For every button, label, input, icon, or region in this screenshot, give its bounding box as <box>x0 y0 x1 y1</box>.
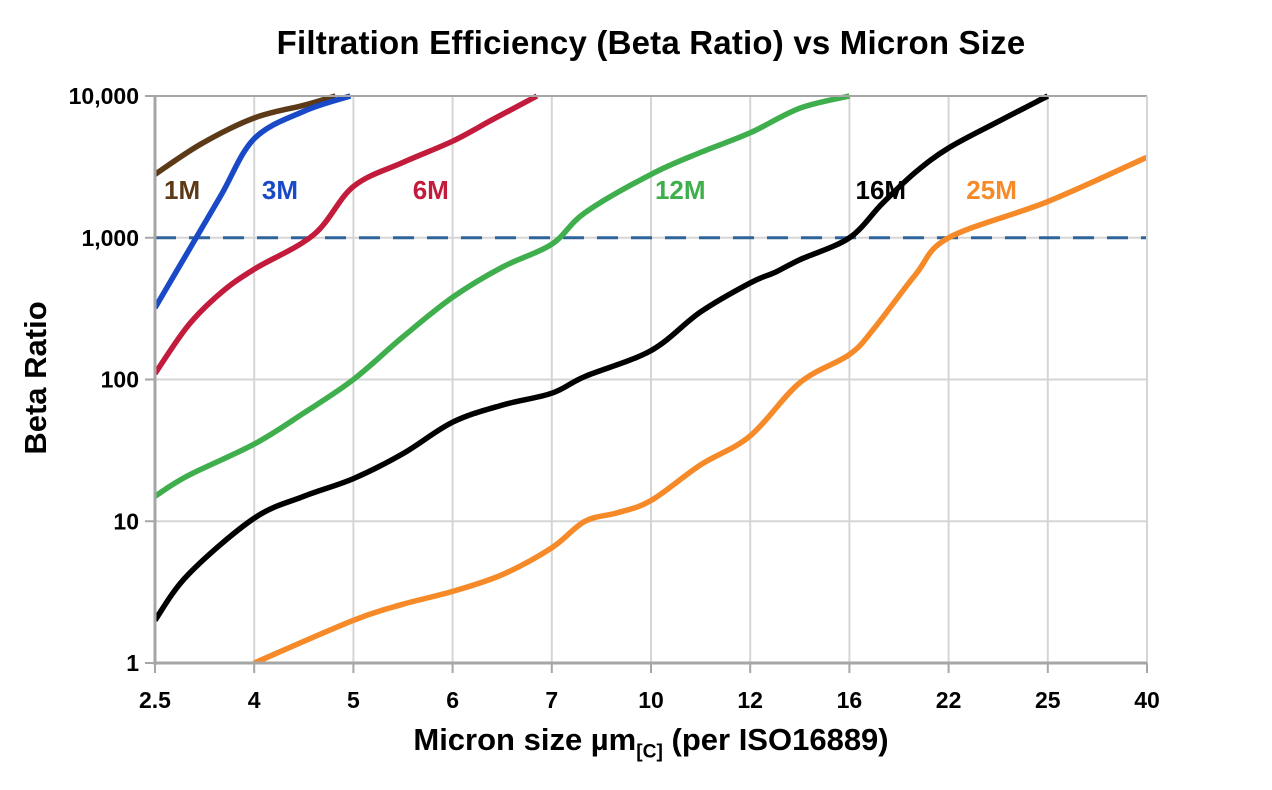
x-tick-label-25: 25 <box>1035 687 1061 713</box>
chart-title: Filtration Efficiency (Beta Ratio) vs Mi… <box>276 24 1026 61</box>
x-tick-label-40: 40 <box>1134 687 1160 713</box>
series-label-16M: 16M <box>856 175 907 205</box>
x-tick-label-22: 22 <box>936 687 962 713</box>
x-axis-title: Micron size µm[C] (per ISO16889) <box>155 722 1147 764</box>
x-tick-label-10: 10 <box>638 687 664 713</box>
series-label-3M: 3M <box>262 175 298 205</box>
x-axis-title-subscript: [C] <box>636 741 663 763</box>
x-tick-label-16: 16 <box>837 687 863 713</box>
series-curve-3M <box>155 93 352 310</box>
series-curve-16M <box>155 93 1050 622</box>
series-curve-12M <box>155 93 851 499</box>
x-tick-label-7: 7 <box>545 687 558 713</box>
x-tick-label-12: 12 <box>737 687 763 713</box>
x-axis-title-text: Micron size µm <box>413 722 637 757</box>
series-curve-25M <box>253 154 1147 663</box>
y-tick-label-100: 100 <box>101 367 139 393</box>
series-curve-6M <box>155 93 539 376</box>
y-tick-label-1: 1 <box>126 650 139 676</box>
y-tick-label-1000: 1,000 <box>81 225 139 251</box>
series-label-25M: 25M <box>966 175 1017 205</box>
y-tick-label-10: 10 <box>113 508 139 534</box>
x-tick-label-2.5: 2.5 <box>139 687 171 713</box>
series-curve-1M <box>155 93 337 177</box>
series-group <box>155 93 1147 663</box>
x-axis-title-suffix: (per ISO16889) <box>662 722 889 757</box>
series-label-6M: 6M <box>413 175 449 205</box>
x-tick-label-4: 4 <box>248 687 261 713</box>
x-tick-label-5: 5 <box>347 687 360 713</box>
y-tick-label-10000: 10,000 <box>69 83 139 109</box>
y-axis-title: Beta Ratio <box>18 301 53 455</box>
series-label-12M: 12M <box>655 175 706 205</box>
series-label-1M: 1M <box>164 175 200 205</box>
x-tick-label-6: 6 <box>446 687 459 713</box>
